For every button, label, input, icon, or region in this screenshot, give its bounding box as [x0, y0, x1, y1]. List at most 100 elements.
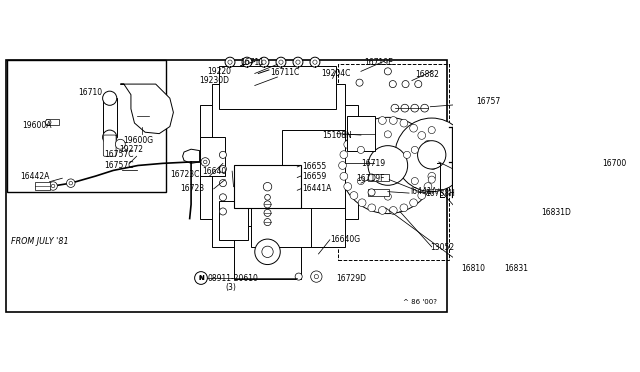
Circle shape	[102, 91, 116, 105]
Circle shape	[415, 81, 422, 88]
Bar	[220, 66, 336, 109]
Circle shape	[220, 208, 227, 215]
Bar	[234, 166, 301, 208]
Circle shape	[417, 141, 446, 169]
Circle shape	[384, 131, 392, 138]
Circle shape	[69, 182, 72, 185]
Bar	[200, 137, 225, 176]
Text: 16831D: 16831D	[541, 208, 572, 217]
Circle shape	[402, 81, 409, 88]
Circle shape	[389, 116, 397, 124]
Circle shape	[220, 151, 227, 158]
Circle shape	[384, 68, 392, 75]
Circle shape	[344, 141, 351, 148]
Circle shape	[384, 193, 392, 200]
Text: 16710: 16710	[78, 88, 102, 97]
Text: 16711: 16711	[241, 58, 264, 67]
Text: 16882: 16882	[415, 70, 439, 79]
Text: 16723: 16723	[180, 185, 204, 193]
Bar	[234, 226, 301, 279]
Bar	[35, 182, 49, 190]
Circle shape	[391, 104, 399, 112]
Text: FROM JULY '81: FROM JULY '81	[11, 237, 68, 246]
Text: 16810: 16810	[461, 264, 486, 273]
Text: 16729D: 16729D	[336, 274, 366, 283]
Circle shape	[368, 174, 375, 181]
Circle shape	[45, 119, 51, 125]
Circle shape	[220, 194, 227, 201]
Circle shape	[400, 119, 408, 127]
Text: 16442A: 16442A	[20, 171, 50, 180]
Bar	[346, 105, 358, 219]
Circle shape	[201, 158, 209, 166]
Circle shape	[411, 104, 419, 112]
Circle shape	[255, 239, 280, 264]
Text: 13052: 13052	[430, 243, 454, 252]
Text: ^ 86 '00?: ^ 86 '00?	[403, 299, 437, 305]
Circle shape	[340, 117, 436, 214]
Bar	[7, 60, 166, 192]
Circle shape	[195, 272, 207, 284]
Circle shape	[276, 57, 286, 67]
Polygon shape	[120, 84, 173, 134]
Circle shape	[293, 57, 303, 67]
Circle shape	[368, 189, 375, 196]
Circle shape	[424, 141, 432, 148]
Circle shape	[313, 60, 317, 64]
Circle shape	[245, 60, 249, 64]
Text: 16757: 16757	[476, 97, 500, 106]
Bar	[282, 130, 346, 208]
Circle shape	[378, 206, 387, 214]
Polygon shape	[182, 149, 200, 163]
Text: 16640: 16640	[202, 167, 227, 176]
Circle shape	[368, 146, 408, 185]
Circle shape	[453, 151, 460, 158]
Circle shape	[49, 182, 58, 190]
Circle shape	[228, 60, 232, 64]
Circle shape	[410, 199, 417, 206]
Circle shape	[204, 160, 207, 164]
Circle shape	[115, 139, 125, 149]
Circle shape	[389, 206, 397, 214]
Circle shape	[428, 126, 435, 134]
Circle shape	[102, 130, 116, 144]
Circle shape	[310, 271, 322, 282]
Circle shape	[401, 104, 409, 112]
Circle shape	[265, 195, 270, 200]
Text: 19600G: 19600G	[123, 136, 153, 145]
Circle shape	[264, 219, 271, 226]
Text: 16723C: 16723C	[170, 170, 199, 179]
Bar	[368, 174, 389, 181]
Bar	[347, 116, 375, 151]
Circle shape	[358, 199, 366, 206]
Circle shape	[389, 81, 396, 88]
Text: N: N	[198, 275, 204, 281]
Circle shape	[358, 124, 366, 132]
Text: 16757C: 16757C	[104, 161, 134, 170]
Circle shape	[418, 132, 426, 140]
Text: (3): (3)	[225, 283, 236, 292]
Circle shape	[263, 182, 272, 191]
Bar	[46, 119, 59, 125]
Circle shape	[242, 57, 252, 67]
Circle shape	[262, 60, 266, 64]
Circle shape	[67, 179, 75, 187]
Circle shape	[428, 173, 436, 180]
Circle shape	[429, 161, 437, 169]
Circle shape	[310, 57, 320, 67]
Circle shape	[296, 60, 300, 64]
Circle shape	[339, 161, 346, 169]
Text: 19600A: 19600A	[22, 121, 52, 129]
Circle shape	[400, 204, 408, 212]
Circle shape	[259, 57, 269, 67]
Text: I6441A: I6441A	[410, 187, 437, 196]
Circle shape	[220, 166, 227, 173]
Circle shape	[344, 183, 351, 190]
Circle shape	[395, 118, 468, 192]
Circle shape	[424, 183, 432, 190]
Circle shape	[418, 192, 426, 199]
Circle shape	[279, 60, 283, 64]
Circle shape	[368, 119, 376, 127]
Circle shape	[428, 176, 435, 183]
Circle shape	[368, 204, 376, 212]
